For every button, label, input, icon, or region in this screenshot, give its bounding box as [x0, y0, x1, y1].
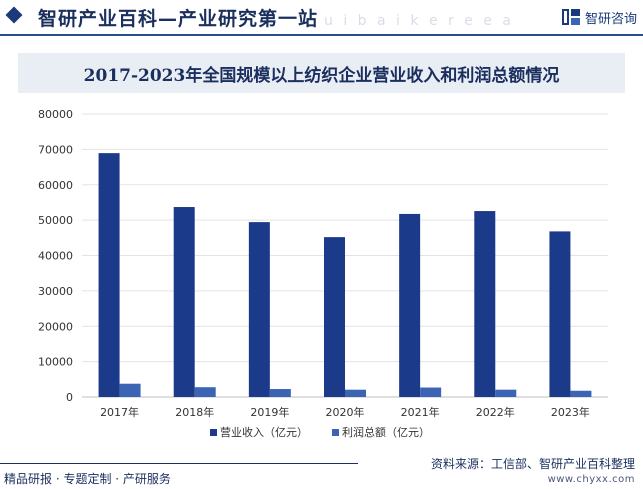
- footer-source: 资料来源：工信部、智研产业百科整理 www.chyxx.com: [431, 456, 635, 488]
- site-title: 智研产业百科—产业研究第一站 u i b a i k e r e e a: [38, 8, 514, 30]
- legend-label: 利润总额（亿元）: [342, 425, 430, 439]
- bar-profit: [495, 389, 517, 397]
- x-tick-label: 2021年: [401, 405, 440, 419]
- y-tick-label: 40000: [38, 250, 73, 263]
- y-tick-label: 30000: [38, 285, 73, 298]
- legend-swatch: [332, 429, 339, 436]
- y-axis-ticks: 0 10000 20000 30000 40000 50000 60000 70000 8000…: [38, 108, 73, 404]
- x-tick-label: 2023年: [551, 405, 590, 419]
- legend: 营业收入（亿元） 利润总额（亿元）: [210, 425, 430, 439]
- source-text: 资料来源：工信部、智研产业百科整理: [430, 457, 635, 471]
- site-url: www.chyxx.com: [547, 474, 635, 485]
- bar-chart: 0 10000 20000 30000 40000 50000 60000 70000 8000…: [38, 108, 608, 439]
- bar-profit: [194, 387, 216, 397]
- x-tick-label: 2019年: [250, 405, 289, 419]
- bar-revenue: [399, 213, 421, 397]
- bar-revenue: [549, 231, 571, 397]
- header-divider: [0, 34, 643, 36]
- y-tick-label: 60000: [38, 179, 73, 192]
- bar-profit: [269, 389, 291, 397]
- y-tick-label: 0: [66, 391, 73, 404]
- x-axis-ticks: 2017年 2018年 2019年 2020年 2021年 2022年 2023年: [100, 405, 590, 419]
- bar-revenue: [248, 222, 270, 397]
- bars: [98, 153, 592, 397]
- legend-swatch: [210, 429, 217, 436]
- brand: 智研咨询: [561, 8, 637, 27]
- watermark-text: u i b a i k e r e e a: [324, 13, 514, 29]
- bar-profit: [345, 389, 366, 397]
- x-tick-label: 2017年: [100, 405, 139, 419]
- brand-name: 智研咨询: [584, 11, 637, 27]
- bar-profit: [119, 383, 141, 397]
- bar-revenue: [324, 237, 345, 397]
- bar-profit: [570, 390, 592, 397]
- bar-revenue: [98, 153, 120, 397]
- bar-revenue: [173, 207, 195, 397]
- y-tick-label: 10000: [38, 356, 73, 369]
- footer-divider: [0, 463, 358, 464]
- x-tick-label: 2018年: [175, 405, 214, 419]
- grid-lines: [82, 113, 608, 398]
- y-tick-label: 50000: [38, 214, 73, 227]
- x-tick-label: 2020年: [326, 405, 365, 419]
- chart-title-band: 2017-2023年全国规模以上纺织企业营业收入和利润总额情况: [18, 53, 625, 93]
- chart-title: 2017-2023年全国规模以上纺织企业营业收入和利润总额情况: [83, 65, 560, 86]
- legend-label: 营业收入（亿元）: [220, 425, 308, 439]
- diamond-icon: [5, 6, 23, 24]
- brand-logo-icon: [561, 9, 580, 25]
- y-tick-label: 80000: [38, 108, 73, 121]
- bar-profit: [420, 387, 442, 397]
- x-tick-label: 2022年: [476, 405, 515, 419]
- y-tick-label: 70000: [38, 143, 73, 156]
- footer-tagline: 精品研报 · 专题定制 · 产研服务: [4, 472, 171, 486]
- header: 智研产业百科—产业研究第一站 u i b a i k e r e e a 智研咨询: [0, 0, 643, 34]
- y-tick-label: 20000: [38, 320, 73, 333]
- bar-revenue: [474, 211, 496, 397]
